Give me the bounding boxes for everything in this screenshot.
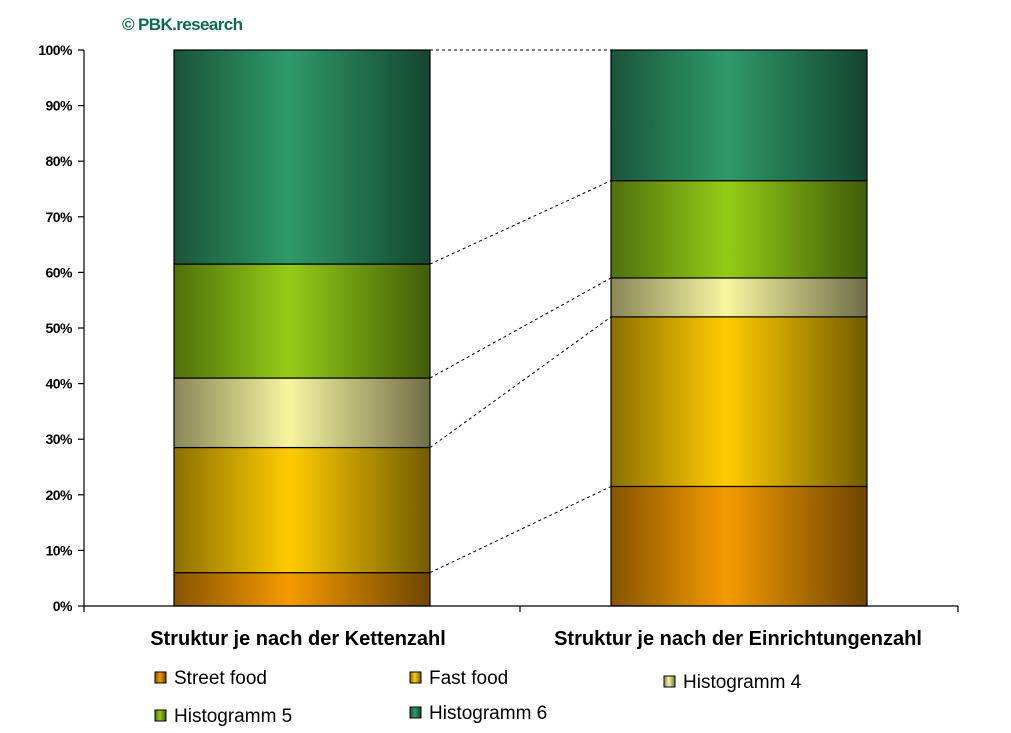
y-tick-label-0: 0% [53, 598, 73, 614]
bar-histogramm-4-1 [173, 377, 431, 449]
series-line-4 [429, 180, 612, 265]
legend-swatch-street-food [154, 671, 167, 684]
watermark: © PBK.research [122, 15, 243, 34]
axis-layer: 0% 10% 20% 30% 40% 50% 60% 70% 80% 90% 100% Struktu… [38, 42, 959, 650]
x-category-label-1: Struktur je nach der Kettenzahl [150, 628, 446, 650]
legend-label-histogramm-4: Histogramm 4 [683, 672, 802, 693]
y-tick-label-6: 60% [45, 264, 73, 280]
series-lines-layer [429, 49, 612, 574]
x-category-label-2: Struktur je nach der Einrichtungenzahl [554, 628, 922, 650]
bar-histogramm-5-1 [173, 263, 431, 379]
y-tick-label-5: 50% [45, 320, 73, 336]
legend: Street food Fast food Histogramm 4 Histogra… [154, 668, 802, 727]
series-line-1 [429, 486, 612, 574]
bar-histogramm-6-2 [610, 49, 868, 182]
bar-fast-food-2 [610, 316, 868, 488]
y-tick-label-7: 70% [45, 209, 73, 225]
series-line-3 [429, 277, 612, 379]
y-tick-label-8: 80% [45, 153, 73, 169]
legend-swatch-histogramm-5 [154, 709, 167, 722]
legend-label-histogramm-6: Histogramm 6 [429, 703, 547, 724]
series-line-2 [429, 316, 612, 448]
legend-swatch-fast-food [409, 671, 422, 684]
legend-label-street-food: Street food [174, 668, 267, 689]
y-tick-label-3: 30% [45, 431, 73, 447]
y-tick-label-1: 10% [45, 542, 73, 558]
legend-label-fast-food: Fast food [429, 668, 508, 689]
legend-swatch-histogramm-4 [663, 675, 676, 688]
y-tick-label-2: 20% [45, 487, 73, 503]
bar-fast-food-1 [173, 446, 431, 574]
bar-street-food-1 [173, 572, 431, 607]
legend-label-histogramm-5: Histogramm 5 [174, 706, 292, 727]
y-tick-label-10: 100% [38, 42, 73, 58]
bars-layer [173, 49, 868, 607]
y-tick-label-4: 40% [45, 376, 73, 392]
bar-histogramm-4-2 [610, 277, 868, 318]
bar-street-food-2 [610, 485, 868, 607]
bar-histogramm-6-1 [173, 49, 431, 265]
y-tick-label-9: 90% [45, 98, 73, 114]
legend-swatch-histogramm-6 [409, 706, 422, 719]
bar-histogramm-5-2 [610, 180, 868, 279]
